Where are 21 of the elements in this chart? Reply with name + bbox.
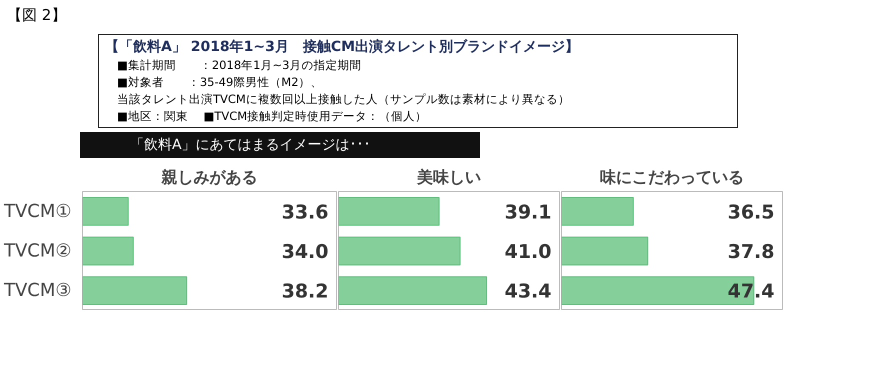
text: 当該タレント出演TVCMに複数回以上接触した人（サンプル数は素材により異なる） [116, 91, 571, 108]
text: 「飲料A」にあてはまるイメージは･･･ [80, 132, 480, 158]
data-label: 37.8 [728, 241, 775, 263]
data-label: 41.0 [504, 241, 552, 263]
text: ■地区：関東 ■TVCM接触判定時使用データ：（個人） [116, 108, 428, 125]
text: ■集計期間 ：2018年1月~3月の指定期間 [116, 57, 362, 74]
y-tick-label: TVCM① [2, 200, 72, 222]
data-label: 34.0 [282, 241, 329, 263]
data-label: 43.4 [504, 280, 552, 303]
chart-title: 美味しい [416, 168, 481, 186]
text: 【図 2】 [7, 5, 66, 26]
y-tick-label: TVCM③ [2, 280, 72, 302]
chart-title: 親しみがある [160, 168, 258, 186]
chart-subtitle: 【「飲料A」 2018年1~3月 接触CM出演タレント別ブランドイメージ】 [105, 38, 580, 57]
data-label: 38.2 [282, 280, 329, 303]
chart-title: 味にこだわっている [600, 168, 744, 186]
data-label: 36.5 [728, 201, 775, 224]
y-tick-label: TVCM② [2, 240, 72, 262]
data-label: 33.6 [282, 201, 329, 224]
data-label: 39.1 [504, 201, 552, 224]
text: ■対象者 ：35-49際男性（M2）、 [116, 74, 324, 91]
